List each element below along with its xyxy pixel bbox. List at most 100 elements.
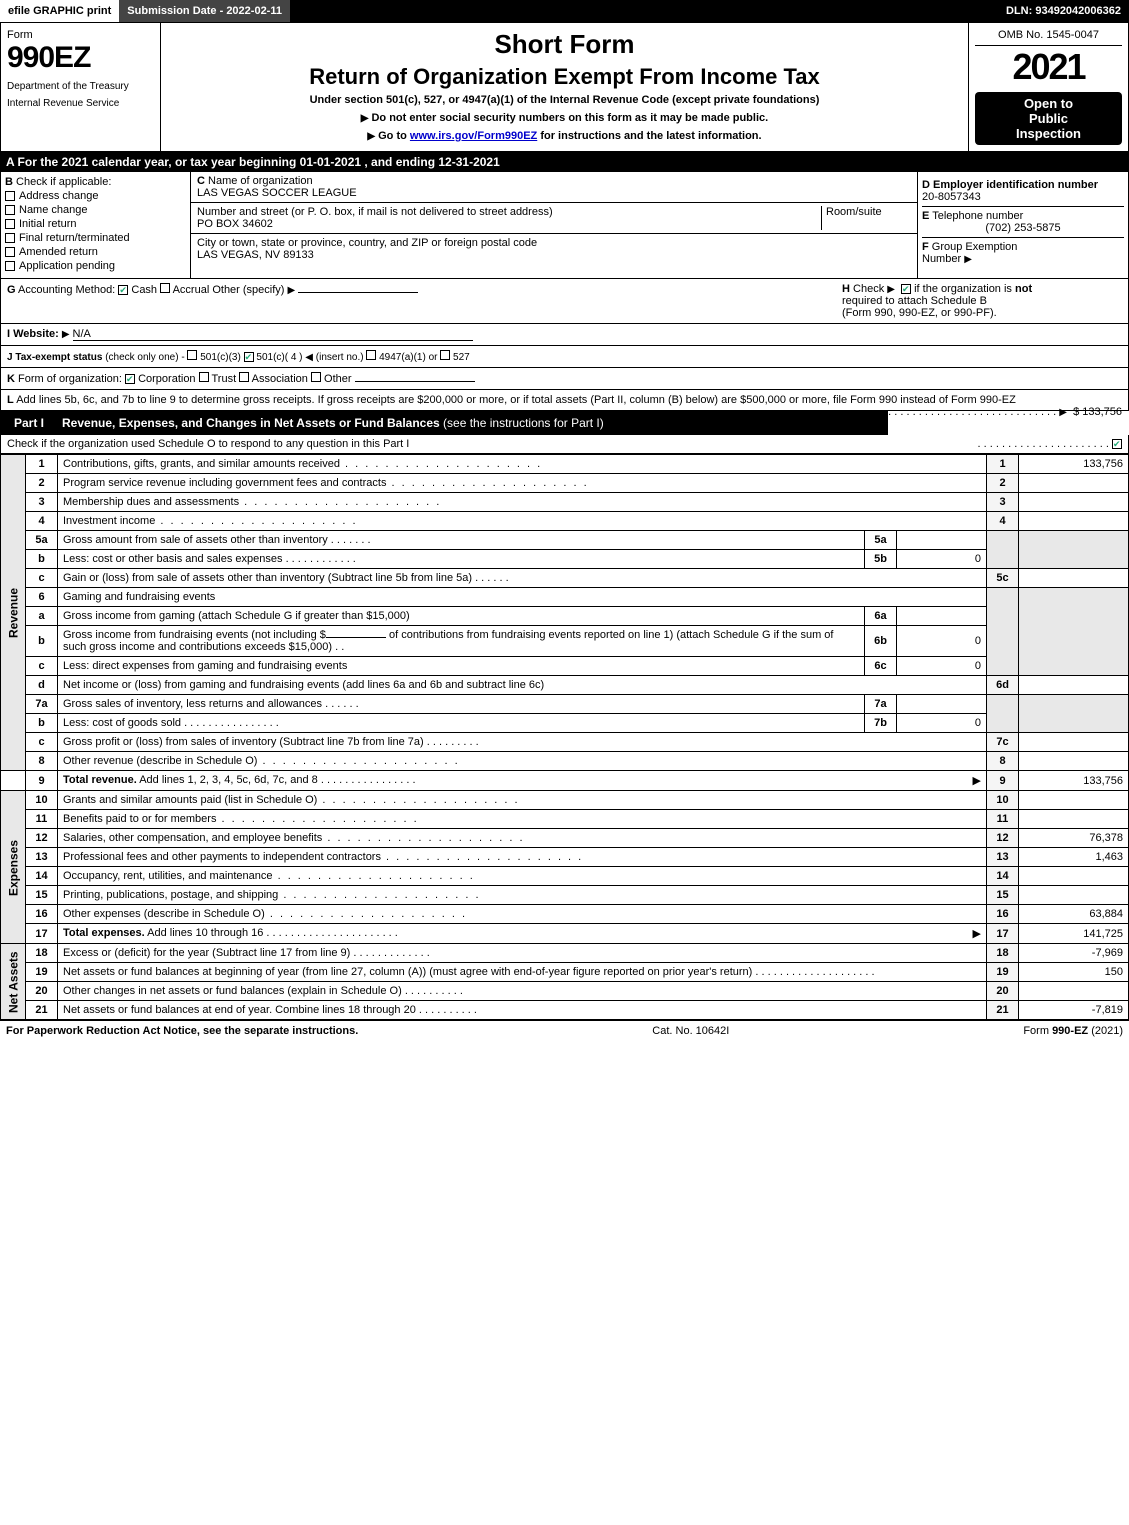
omb-number: OMB No. 1545-0047 [975,29,1122,46]
website-label: Website: [13,328,59,340]
line-5-amt-shaded [1019,531,1129,569]
k-label: K [7,373,15,385]
tax-year: 2021 [975,46,1122,88]
b-check-label: Check if applicable: [16,176,111,188]
cb-amended-return[interactable]: Amended return [5,246,186,258]
line-5b-subcol: 5b [865,550,897,569]
line-6d-no: d [26,676,58,695]
cb-527[interactable] [440,350,450,360]
line-7a-no: 7a [26,695,58,714]
cb-501c3[interactable] [187,350,197,360]
line-6c-text: Less: direct expenses from gaming and fu… [58,657,865,676]
section-h: H Check if the organization is not requi… [842,283,1122,319]
line-7c-col: 7c [987,733,1019,752]
line-6b-no: b [26,626,58,657]
cb-accrual[interactable] [160,283,170,293]
line-13-amt: 1,463 [1019,848,1129,867]
cb-final-return[interactable]: Final return/terminated [5,232,186,244]
cb-4947[interactable] [366,350,376,360]
accrual-label: Accrual [173,284,210,296]
irs-link[interactable]: www.irs.gov/Form990EZ [410,130,537,142]
cb-address-change[interactable]: Address change [5,190,186,202]
line-20-amt [1019,982,1129,1001]
expenses-sidebar: Expenses [1,791,26,944]
info-grid: B Check if applicable: Address change Na… [0,172,1129,279]
line-21-text: Net assets or fund balances at end of ye… [58,1001,987,1020]
cb-cash[interactable] [118,285,128,295]
line-6-no: 6 [26,588,58,607]
part-1-label: Part I [6,414,52,432]
line-1-text: Contributions, gifts, grants, and simila… [58,455,987,474]
cb-association[interactable] [239,372,249,382]
instr-line-1: Do not enter social security numbers on … [167,112,962,124]
h-text-3: required to attach Schedule B [842,295,987,307]
opt-corp: Corporation [138,373,195,385]
ein-row: D Employer identification number 20-8057… [922,176,1124,207]
line-8-text: Other revenue (describe in Schedule O) [58,752,987,771]
address-row: Number and street (or P. O. box, if mail… [191,203,917,234]
cb-application-pending[interactable]: Application pending [5,260,186,272]
cb-501c[interactable] [244,352,254,362]
line-9-amt: 133,756 [1019,771,1129,791]
line-2-no: 2 [26,474,58,493]
line-19-no: 19 [26,963,58,982]
line-8-col: 8 [987,752,1019,771]
part-1-title: Revenue, Expenses, and Changes in Net As… [62,416,604,430]
line-2-text: Program service revenue including govern… [58,474,987,493]
check-only-one: (check only one) - [105,352,184,363]
line-20-no: 20 [26,982,58,1001]
other-org-field[interactable] [355,381,475,382]
instr-1-text: Do not enter social security numbers on … [371,112,768,124]
cb-corporation[interactable] [125,374,135,384]
line-7b-text: Less: cost of goods sold . . . . . . . .… [58,714,865,733]
short-form-title: Short Form [167,29,962,60]
cb-schedule-o[interactable] [1112,439,1122,449]
cb-initial-return[interactable]: Initial return [5,218,186,230]
line-12-no: 12 [26,829,58,848]
top-bar: efile GRAPHIC print Submission Date - 20… [0,0,1129,22]
tel-label: Telephone number [932,210,1023,222]
org-name-row: C Name of organization LAS VEGAS SOCCER … [191,172,917,203]
cb-label-address: Address change [19,190,99,202]
line-3-no: 3 [26,493,58,512]
line-19-amt: 150 [1019,963,1129,982]
schedule-o-check-text: Check if the organization used Schedule … [7,438,409,450]
addr-label: Number and street (or P. O. box, if mail… [197,206,553,218]
line-2-col: 2 [987,474,1019,493]
line-6d-col: 6d [987,676,1019,695]
line-5a-subcol: 5a [865,531,897,550]
lines-table: Revenue 1 Contributions, gifts, grants, … [0,454,1129,1020]
opt-501c3: 501(c)(3) [200,352,241,363]
cb-name-change[interactable]: Name change [5,204,186,216]
line-6a-subval [897,607,987,626]
line-17-text: Total expenses. Add lines 10 through 16 … [58,924,987,944]
line-6-shaded [987,588,1019,676]
group-label: Group Exemption [932,241,1018,253]
line-6-text: Gaming and fundraising events [58,588,987,607]
cb-trust[interactable] [199,372,209,382]
cb-schedule-b[interactable] [901,284,911,294]
line-18-text: Excess or (deficit) for the year (Subtra… [58,944,987,963]
line-7-amt-shaded [1019,695,1129,733]
h-text-1: Check [853,283,884,295]
g-text: Accounting Method: [18,284,115,296]
cb-label-amended: Amended return [19,246,98,258]
line-16-amt: 63,884 [1019,905,1129,924]
line-1-col: 1 [987,455,1019,474]
org-address: PO BOX 34602 [197,218,273,230]
cb-other-org[interactable] [311,372,321,382]
opt-4947: 4947(a)(1) or [379,352,437,363]
other-specify-field[interactable] [298,292,418,293]
efile-label: efile GRAPHIC print [0,0,119,22]
arrow-icon [964,253,975,265]
line-5c-text: Gain or (loss) from sale of assets other… [58,569,987,588]
insert-no: (insert no.) [316,352,364,363]
l-text: Add lines 5b, 6c, and 7b to line 9 to de… [16,394,1016,406]
gross-receipts: $ 133,756 [1073,406,1122,418]
opt-other: Other [324,373,352,385]
line-15-text: Printing, publications, postage, and shi… [58,886,987,905]
line-5b-no: b [26,550,58,569]
e-label: E [922,210,929,222]
opt-527: 527 [453,352,470,363]
header-center: Short Form Return of Organization Exempt… [161,23,968,151]
